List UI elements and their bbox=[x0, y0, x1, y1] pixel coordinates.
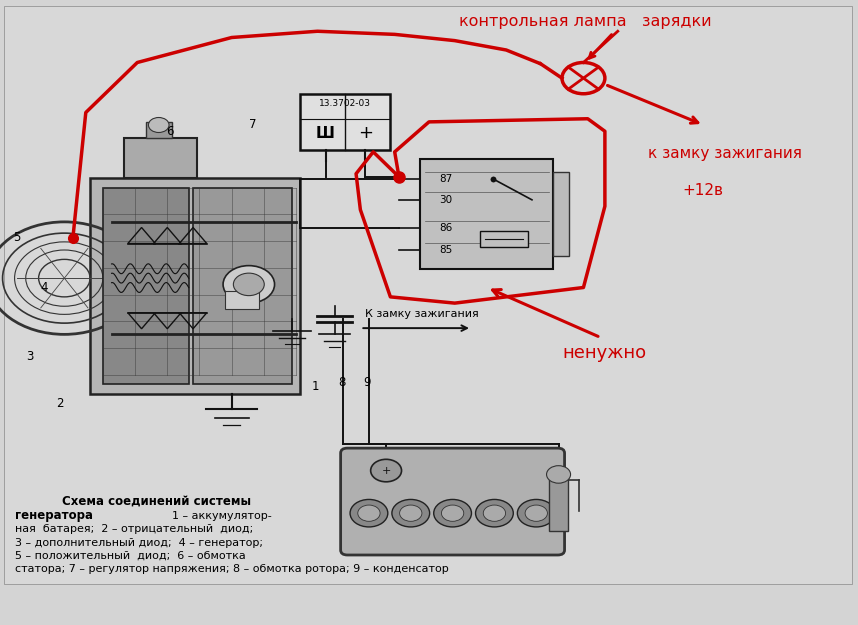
Text: +12в: +12в bbox=[682, 183, 723, 198]
FancyBboxPatch shape bbox=[480, 231, 528, 247]
Circle shape bbox=[233, 273, 264, 296]
Text: К замку зажигания: К замку зажигания bbox=[365, 309, 479, 319]
Circle shape bbox=[400, 505, 422, 521]
Text: 7: 7 bbox=[250, 119, 257, 131]
FancyBboxPatch shape bbox=[193, 188, 292, 384]
Text: 1: 1 bbox=[312, 380, 319, 392]
Text: 4: 4 bbox=[41, 281, 48, 294]
Circle shape bbox=[517, 499, 555, 527]
Circle shape bbox=[442, 505, 464, 521]
FancyBboxPatch shape bbox=[103, 188, 189, 384]
Text: 86: 86 bbox=[439, 223, 452, 233]
Text: 30: 30 bbox=[439, 195, 452, 205]
Text: статора; 7 – регулятор напряжения; 8 – обмотка ротора; 9 – конденсатор: статора; 7 – регулятор напряжения; 8 – о… bbox=[15, 564, 450, 574]
Circle shape bbox=[525, 505, 547, 521]
Text: 6: 6 bbox=[166, 125, 173, 138]
Text: контрольная лампа   зарядки: контрольная лампа зарядки bbox=[459, 14, 711, 29]
Text: 1 – аккумулятор-: 1 – аккумулятор- bbox=[172, 511, 271, 521]
Text: 9: 9 bbox=[364, 376, 371, 389]
FancyBboxPatch shape bbox=[90, 178, 300, 394]
Circle shape bbox=[350, 499, 388, 527]
Text: 3 – дополнительный диод;  4 – генератор;: 3 – дополнительный диод; 4 – генератор; bbox=[15, 538, 263, 548]
Text: +: + bbox=[358, 124, 372, 142]
Text: 13.3702-03: 13.3702-03 bbox=[319, 99, 372, 108]
Circle shape bbox=[392, 499, 430, 527]
Text: Схема соединений системы: Схема соединений системы bbox=[62, 495, 251, 508]
Text: 2: 2 bbox=[57, 397, 63, 409]
Text: 3: 3 bbox=[27, 350, 33, 362]
Circle shape bbox=[358, 505, 380, 521]
Circle shape bbox=[223, 266, 275, 303]
Circle shape bbox=[434, 499, 472, 527]
Text: к замку зажигания: к замку зажигания bbox=[648, 146, 801, 161]
Text: Ш: Ш bbox=[316, 126, 335, 141]
Text: генератора: генератора bbox=[15, 509, 94, 522]
FancyBboxPatch shape bbox=[420, 159, 553, 269]
Circle shape bbox=[148, 118, 169, 132]
Circle shape bbox=[371, 459, 402, 482]
Text: +: + bbox=[382, 466, 390, 476]
Text: 5 – положительный  диод;  6 – обмотка: 5 – положительный диод; 6 – обмотка bbox=[15, 551, 246, 561]
Text: 8: 8 bbox=[338, 376, 345, 389]
Text: 85: 85 bbox=[439, 245, 452, 255]
Text: 5: 5 bbox=[14, 231, 21, 244]
Text: ная  батарея;  2 – отрицательный  диод;: ная батарея; 2 – отрицательный диод; bbox=[15, 524, 254, 534]
FancyBboxPatch shape bbox=[341, 448, 565, 555]
Text: ненужно: ненужно bbox=[562, 344, 646, 362]
FancyBboxPatch shape bbox=[549, 473, 568, 531]
FancyBboxPatch shape bbox=[146, 122, 172, 138]
Circle shape bbox=[547, 466, 571, 483]
FancyBboxPatch shape bbox=[225, 291, 259, 309]
Circle shape bbox=[483, 505, 505, 521]
Circle shape bbox=[475, 499, 513, 527]
Text: 87: 87 bbox=[439, 174, 452, 184]
FancyBboxPatch shape bbox=[553, 172, 569, 256]
FancyBboxPatch shape bbox=[4, 6, 852, 584]
FancyBboxPatch shape bbox=[300, 94, 390, 150]
FancyBboxPatch shape bbox=[124, 138, 197, 178]
